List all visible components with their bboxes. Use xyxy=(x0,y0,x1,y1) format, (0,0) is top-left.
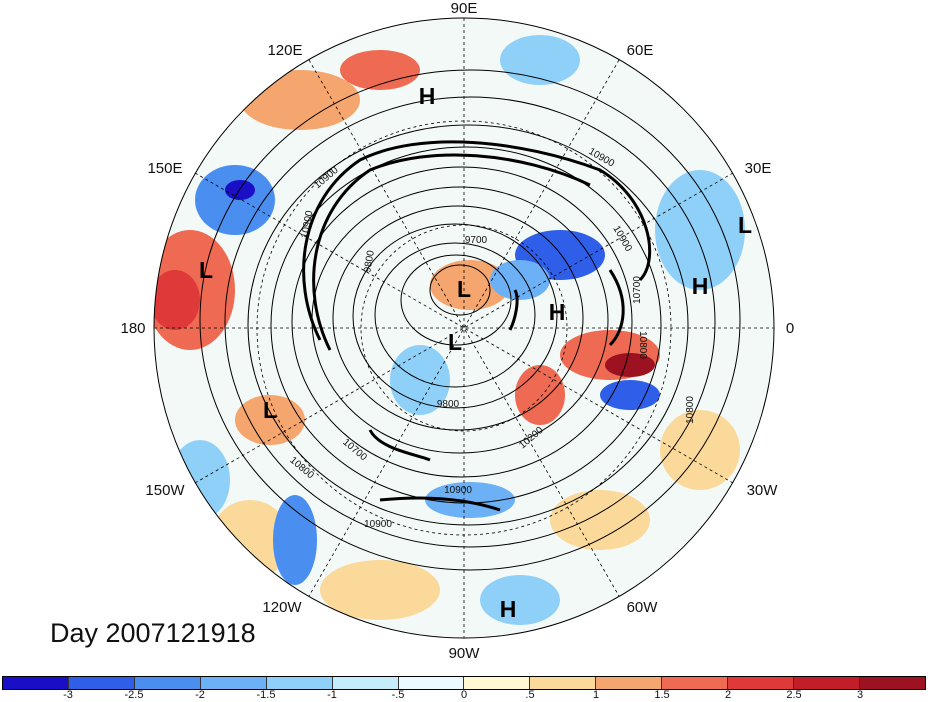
height-contours xyxy=(199,69,741,571)
colorbar-ticks: -3 -2.5 -2 -1.5 -1 -.5 0 .5 1 1.5 2 2.5 3 xyxy=(0,689,928,702)
high-pressure-marker: H xyxy=(692,273,709,299)
contour-label: 10900 xyxy=(300,209,316,239)
lon-label-120e: 120E xyxy=(267,42,302,59)
lon-label-120w: 120W xyxy=(262,599,302,616)
high-pressure-marker: H xyxy=(549,299,566,325)
lon-label-60e: 60E xyxy=(627,42,654,59)
lon-label-90e: 90E xyxy=(451,0,478,17)
contour-label: 10900 xyxy=(444,485,472,496)
colorbar-tick-label: .5 xyxy=(525,689,535,701)
colorbar-tick-label: 0 xyxy=(460,689,468,701)
colorbar-tick-label: 2.5 xyxy=(786,689,802,701)
low-pressure-marker: L xyxy=(457,276,471,302)
colorbar-tick-label: 1 xyxy=(592,689,600,701)
lon-label-60w: 60W xyxy=(627,599,659,616)
colorbar-swatch xyxy=(134,677,201,689)
date-label: Day 2007121918 xyxy=(50,618,256,648)
contour-label: 10800 xyxy=(685,396,696,424)
high-pressure-marker: H xyxy=(500,596,517,622)
contour-label: 10700 xyxy=(632,276,643,304)
lon-label-90w: 90W xyxy=(449,645,481,662)
high-pressure-marker: H xyxy=(419,83,436,109)
low-pressure-marker: L xyxy=(199,257,213,283)
colorbar-tick-label: -2 xyxy=(195,689,205,701)
colorbar-tick-label: -1.5 xyxy=(256,689,276,701)
contour-label: 9800 xyxy=(362,249,377,273)
contour-label: 9700 xyxy=(465,235,488,246)
graticule xyxy=(154,18,774,638)
colorbar-swatch xyxy=(200,677,267,689)
pressure-centers: H H H L L L L L H xyxy=(199,83,752,622)
colorbar-swatch xyxy=(3,677,69,689)
jet-contours xyxy=(302,140,652,512)
colorbar-swatch xyxy=(398,677,465,689)
lon-label-150w: 150W xyxy=(145,482,185,499)
colorbar-swatch xyxy=(266,677,333,689)
low-pressure-marker: L xyxy=(263,397,277,423)
colorbar-tick-label: -.5 xyxy=(391,689,405,701)
colorbar-tick-label: 1.5 xyxy=(654,689,670,701)
colorbar-tick-label: -1 xyxy=(327,689,337,701)
colorbar-swatch xyxy=(68,677,135,689)
colorbar-swatch xyxy=(530,677,597,689)
colorbar-swatch xyxy=(596,677,663,689)
low-pressure-marker: L xyxy=(448,329,462,355)
low-pressure-marker: L xyxy=(738,212,752,238)
lon-label-150e: 150E xyxy=(147,160,182,177)
contour-label: 9800 xyxy=(437,399,460,410)
lon-label-180: 180 xyxy=(120,320,145,337)
lon-label-30e: 30E xyxy=(745,160,772,177)
colorbar-tick-label: -3 xyxy=(63,689,73,701)
colorbar-tick-label: 3 xyxy=(856,689,864,701)
lon-label-0: 0 xyxy=(786,320,794,337)
contour-label: 10900 xyxy=(364,519,392,530)
colorbar-swatch xyxy=(332,677,399,689)
colorbar xyxy=(2,676,926,690)
contour-label: 10800 xyxy=(637,331,648,359)
colorbar-swatch xyxy=(859,677,925,689)
colorbar-tick-label: 2 xyxy=(724,689,732,701)
colorbar-swatch xyxy=(794,677,860,689)
lon-label-30w: 30W xyxy=(747,482,779,499)
map-boundary xyxy=(153,17,775,639)
colorbar-tick-label: -2.5 xyxy=(124,689,144,701)
colorbar-swatch xyxy=(464,677,531,689)
colorbar-swatch xyxy=(662,677,729,689)
polar-stereographic-map: 90E 120E 60E 150E 30E 180 0 150W 30W 120… xyxy=(120,0,794,662)
colorbar-swatch xyxy=(728,677,795,689)
